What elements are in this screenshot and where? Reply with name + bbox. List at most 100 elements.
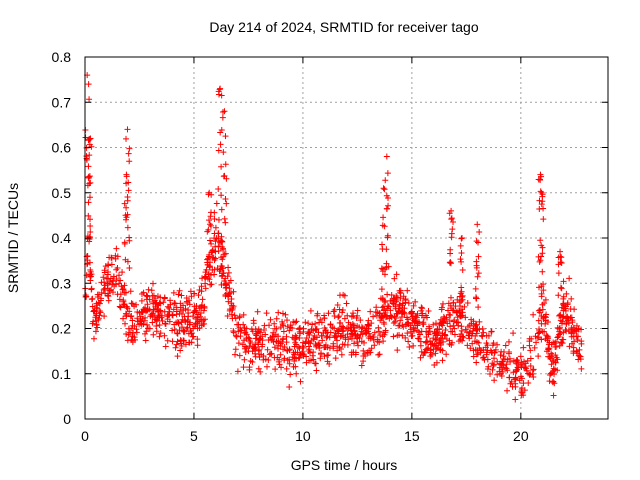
data-point [138, 297, 145, 304]
data-point [270, 329, 277, 336]
data-point [271, 325, 278, 332]
data-point [113, 266, 120, 273]
data-point [574, 337, 581, 344]
data-point [169, 312, 176, 319]
data-point [313, 334, 320, 341]
data-point [334, 301, 341, 308]
data-point [447, 246, 454, 253]
data-point [419, 305, 426, 312]
data-point [518, 386, 525, 393]
data-point [86, 259, 93, 266]
data-point [473, 338, 480, 345]
data-point [287, 324, 294, 331]
data-point [450, 322, 457, 329]
data-point [142, 330, 149, 337]
data-point [89, 295, 96, 302]
data-point [361, 350, 368, 357]
data-point [153, 322, 160, 329]
data-point [476, 345, 483, 352]
data-point [476, 229, 483, 236]
data-point [475, 304, 482, 311]
data-point [219, 238, 226, 245]
data-point [110, 273, 117, 280]
x-tick-label: 15 [404, 428, 420, 444]
data-point [257, 329, 264, 336]
data-point [232, 315, 239, 322]
data-point [90, 335, 97, 342]
data-point [88, 286, 95, 293]
data-point [538, 201, 545, 208]
data-point [539, 244, 546, 251]
data-point [473, 295, 480, 302]
data-point [120, 315, 127, 322]
data-point [390, 319, 397, 326]
data-point [560, 293, 567, 300]
data-point [417, 342, 424, 349]
data-point [474, 221, 481, 228]
data-point [514, 357, 521, 364]
data-point [375, 351, 382, 358]
data-point [531, 344, 538, 351]
data-point [330, 340, 337, 347]
data-point [207, 272, 214, 279]
data-point [577, 353, 584, 360]
y-tick-label: 0.6 [52, 140, 72, 156]
data-point [500, 355, 507, 362]
data-point [365, 322, 372, 329]
data-point [190, 313, 196, 320]
data-point [533, 339, 540, 346]
data-point [534, 335, 541, 342]
data-point [412, 313, 419, 320]
data-point [437, 339, 444, 346]
data-point [178, 292, 185, 299]
data-point [545, 341, 552, 348]
data-point [355, 342, 362, 349]
data-point [497, 352, 504, 359]
data-point [125, 187, 132, 194]
data-point [269, 333, 276, 340]
data-point [473, 330, 480, 337]
data-point [124, 224, 131, 231]
data-point [352, 349, 359, 356]
data-point [222, 284, 229, 291]
data-point [283, 339, 290, 346]
data-point [473, 258, 480, 265]
data-point [314, 312, 321, 319]
data-point [562, 307, 569, 314]
data-point [97, 309, 104, 316]
data-point [117, 291, 124, 298]
data-point [156, 333, 163, 340]
data-point [540, 287, 547, 294]
data-point [240, 364, 247, 371]
data-point [433, 337, 440, 344]
data-point [286, 384, 293, 391]
data-point [538, 189, 545, 196]
data-point [399, 300, 406, 307]
data-point [464, 299, 471, 306]
data-point [177, 347, 184, 354]
data-point [557, 317, 564, 324]
data-point [178, 343, 185, 350]
data-point [438, 335, 445, 342]
data-point [548, 350, 555, 357]
data-point [370, 334, 377, 341]
data-point [427, 341, 434, 348]
data-point [539, 198, 546, 205]
data-point [310, 336, 317, 343]
data-point [144, 325, 151, 332]
data-point [236, 314, 243, 321]
data-point [126, 308, 133, 315]
data-point [321, 312, 328, 319]
data-point [303, 353, 310, 360]
data-point [381, 271, 388, 278]
data-point [117, 277, 124, 284]
data-point [376, 351, 383, 358]
data-point [546, 372, 553, 379]
data-point [341, 315, 348, 322]
data-point [367, 308, 374, 315]
data-point [162, 320, 169, 327]
data-point [397, 301, 404, 308]
data-point [119, 269, 126, 276]
data-point [234, 368, 241, 375]
data-point [345, 319, 352, 326]
